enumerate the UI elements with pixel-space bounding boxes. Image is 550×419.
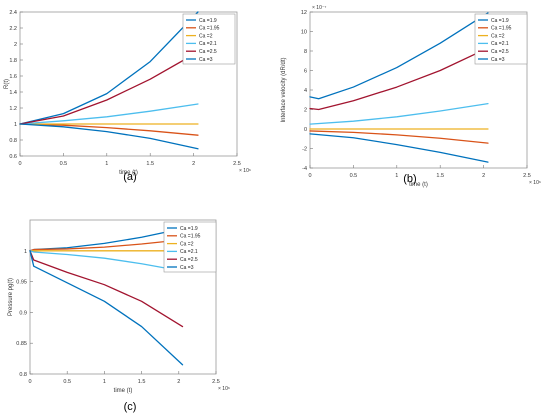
x-tick-label: 1 — [105, 161, 108, 167]
y-axis-label: R(t) — [4, 79, 10, 89]
chart-panel-c: 0 0.5 1 1.5 2 2.5 0.8 0.85 0.9 0.95 1 time (t) Press… — [8, 219, 230, 413]
x-tick-label: 1.5 — [138, 379, 146, 385]
series-line-2 — [29, 239, 184, 252]
y-tick-label: 0.6 — [9, 154, 17, 160]
x-tick-label: 1.5 — [436, 173, 444, 179]
y-tick-label: 10 — [301, 30, 307, 36]
x-exponent-label: × 10⁶ — [529, 180, 541, 186]
chart-panel-a: 0 0.5 1 1.5 2 2.5 0.6 0.8 1 1.2 1.4 1.6 1.8 2 2.2 2.4 ti… — [4, 10, 251, 183]
series-line-1 — [309, 12, 489, 100]
series-line-4 — [309, 103, 489, 125]
y-tick-label: 0.8 — [19, 372, 27, 378]
legend-box — [182, 13, 236, 65]
x-exponent-label: × 10⁶ — [239, 168, 251, 174]
legend-entry: Ca =3 — [491, 57, 505, 63]
y-tick-label: 12 — [301, 10, 307, 16]
x-axis-label: time (t) — [119, 170, 138, 176]
legend-box — [163, 221, 217, 273]
legend-entry: Ca =2.1 — [491, 41, 509, 47]
y-tick-label: 8 — [304, 49, 307, 55]
x-tick-label: 2.5 — [212, 379, 220, 385]
legend-entry: Ca =1.95 — [199, 26, 220, 32]
y-tick-label: 0 — [304, 127, 307, 133]
series-line-5 — [29, 250, 184, 328]
x-axis-label: time (t) — [114, 388, 133, 394]
x-tick-label: 1 — [395, 173, 398, 179]
panel-label: (c) — [124, 401, 137, 413]
x-tick-label: 0.5 — [63, 379, 71, 385]
y-tick-label: 1 — [14, 122, 17, 128]
y-tick-label: 0.95 — [16, 280, 27, 286]
x-tick-label: 2.5 — [523, 173, 531, 179]
x-tick-label: 0.5 — [60, 161, 68, 167]
y-tick-label: 0.8 — [9, 138, 17, 144]
legend-entry: Ca =1.9 — [491, 18, 509, 24]
legend-entry: Ca =1.9 — [199, 18, 217, 24]
y-tick-label: 2 — [14, 42, 17, 48]
legend-entry: Ca =2 — [491, 33, 505, 39]
x-tick-label: 2 — [177, 379, 180, 385]
legend-entry: Ca =2.1 — [199, 41, 217, 47]
x-tick-label: 1.5 — [146, 161, 154, 167]
chart-panel-b: 0 0.5 1 1.5 2 2.5 -4 -2 0 2 4 6 8 10 12 time (t) Interfa… — [281, 5, 541, 188]
x-exponent-label: × 10⁶ — [218, 386, 230, 392]
legend-box — [474, 13, 528, 65]
x-tick-label: 2.5 — [233, 161, 241, 167]
legend-entry: Ca =1.95 — [180, 234, 201, 240]
x-tick-label: 0 — [18, 161, 21, 167]
x-axis-label: time (t) — [409, 182, 428, 188]
legend-entry: Ca =2.5 — [199, 49, 217, 55]
series-line-6 — [29, 250, 184, 366]
series-line-2 — [19, 123, 199, 136]
y-tick-label: 2.4 — [9, 10, 17, 16]
y-tick-label: 1 — [24, 249, 27, 255]
y-tick-label: 1.8 — [9, 58, 17, 64]
series-line-6 — [309, 133, 489, 163]
series-line-1 — [19, 11, 199, 125]
x-tick-label: 2 — [482, 173, 485, 179]
legend-entry: Ca =3 — [180, 265, 194, 271]
series-line-4 — [29, 250, 184, 272]
y-tick-label: 1.6 — [9, 74, 17, 80]
panel-label: (b) — [403, 173, 416, 185]
x-tick-label: 2 — [192, 161, 195, 167]
series-line-6 — [19, 123, 199, 150]
panel-label: (a) — [123, 171, 136, 183]
legend-entry: Ca =2 — [180, 241, 194, 247]
series-line-5 — [19, 51, 199, 125]
y-tick-label: 0.85 — [16, 341, 27, 347]
y-axis-label: Interface velocity (dR/dt) — [281, 57, 287, 122]
y-tick-label: 1.4 — [9, 90, 17, 96]
y-exponent-label: × 10⁻⁷ — [312, 5, 327, 11]
y-tick-label: 2 — [304, 108, 307, 114]
x-tick-label: 0 — [308, 173, 311, 179]
x-tick-label: 1 — [103, 379, 106, 385]
series-line-2 — [309, 130, 489, 144]
y-tick-label: 6 — [304, 69, 307, 75]
legend-entry: Ca =2.5 — [491, 49, 509, 55]
y-tick-label: -4 — [302, 166, 307, 172]
y-tick-label: -2 — [302, 147, 307, 153]
legend-entry: Ca =2.1 — [180, 249, 198, 255]
legend-entry: Ca =2 — [199, 33, 213, 39]
y-axis-label: Pressure pg(t) — [8, 278, 14, 316]
series-line-5 — [309, 47, 489, 111]
legend-entry: Ca =2.5 — [180, 257, 198, 263]
y-tick-label: 1.2 — [9, 106, 17, 112]
legend-entry: Ca =3 — [199, 57, 213, 63]
y-tick-label: 4 — [304, 88, 307, 94]
x-tick-label: 0.5 — [350, 173, 358, 179]
legend-entry: Ca =1.9 — [180, 226, 198, 232]
y-tick-label: 0.9 — [19, 310, 27, 316]
y-tick-label: 2.2 — [9, 26, 17, 32]
series-line-4 — [19, 103, 199, 125]
legend-entry: Ca =1.95 — [491, 26, 512, 32]
x-tick-label: 0 — [28, 379, 31, 385]
